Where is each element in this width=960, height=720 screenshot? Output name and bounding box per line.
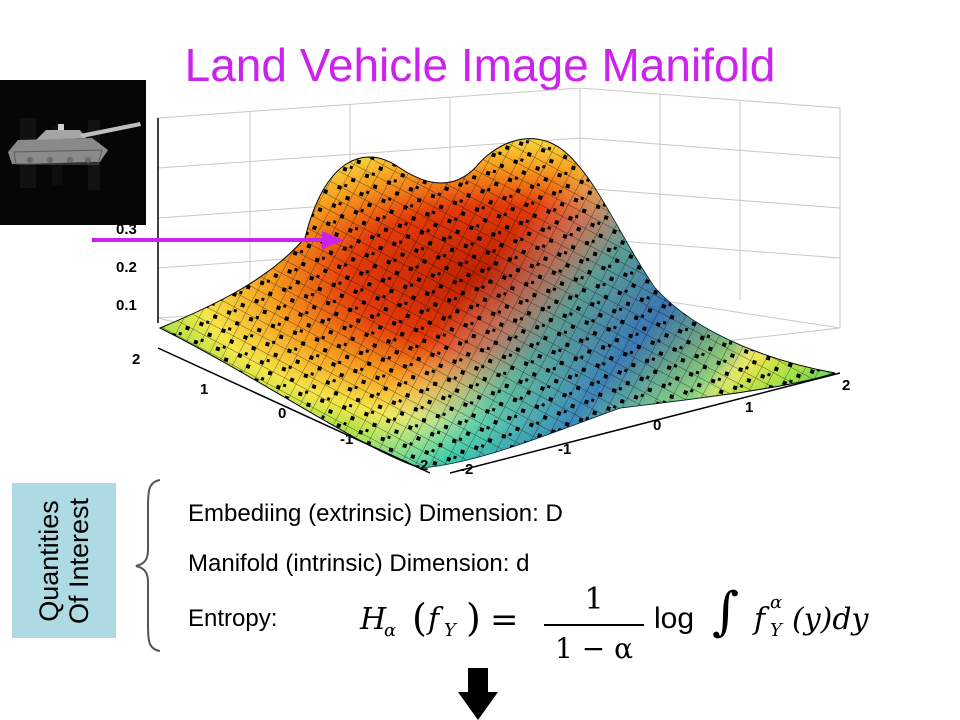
formula-denominator: 1 − α: [555, 632, 633, 665]
slide-title: Land Vehicle Image Manifold: [184, 39, 776, 91]
formula-numerator: 1: [584, 582, 604, 617]
embedding-dimension-text: Embediing (extrinsic) Dimension: D: [188, 500, 563, 527]
y-tick-label: -1: [340, 431, 353, 448]
formula-fy: f: [754, 602, 766, 637]
density-surface: [158, 138, 836, 469]
formula-integral: ∫: [712, 582, 740, 642]
formula-fraction-bar: [544, 624, 644, 626]
formula-tail: (y)dy: [792, 602, 869, 637]
x-tick-label: -2: [460, 461, 473, 478]
manifold-dimension-text: Manifold (intrinsic) Dimension: d: [188, 550, 530, 577]
manifold-surface-plot: 0.3 0.2 0.1 2 1 0 -1 -2 -2 -1 0 1 2: [116, 88, 850, 478]
formula-fy-superscript: α: [770, 592, 783, 613]
entropy-label: Entropy:: [188, 605, 278, 632]
formula-equals: =: [490, 600, 519, 640]
z-tick-label: 0.3: [116, 221, 137, 238]
arrow-down-icon: [458, 668, 498, 720]
formula-paren-close: ): [466, 596, 481, 640]
y-tick-label: 1: [200, 381, 208, 398]
formula-h-subscript: α: [384, 620, 397, 641]
formula-log: log: [654, 602, 695, 635]
formula-f: f: [428, 602, 440, 637]
x-tick-label: 2: [842, 377, 850, 394]
x-tick-label: 0: [653, 417, 661, 434]
curly-brace-icon: [135, 479, 161, 652]
y-tick-label: -2: [415, 457, 428, 474]
arrow-right-icon: [92, 231, 344, 249]
z-tick-label: 0.1: [116, 297, 137, 314]
formula-h: H: [360, 602, 387, 637]
y-tick-label: 0: [278, 405, 286, 422]
formula-paren-open: (: [412, 596, 427, 640]
x-tick-label: -1: [558, 441, 571, 458]
plot-axes: [157, 118, 841, 474]
formula-f-subscript: Y: [444, 620, 456, 641]
side-label-line-2: Of Interest: [64, 497, 94, 624]
side-label-line-1: Quantities: [34, 499, 64, 622]
z-tick-label: 0.2: [116, 259, 137, 276]
x-tick-label: 1: [745, 399, 753, 416]
formula-fy-subscript: Y: [770, 620, 782, 641]
tank-image-icon: [0, 80, 146, 225]
y-tick-label: 2: [132, 351, 140, 368]
quantities-label-box: Quantities Of Interest: [12, 483, 116, 638]
